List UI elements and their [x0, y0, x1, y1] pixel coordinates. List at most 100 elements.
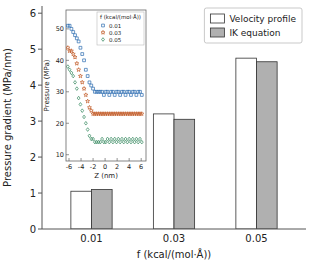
point: [84, 68, 87, 71]
point: [79, 103, 82, 107]
point: [113, 94, 116, 97]
point: [78, 74, 82, 78]
point: [75, 61, 79, 65]
point: [79, 46, 82, 49]
inset-x-tick-label: 6: [139, 163, 143, 171]
point: [133, 140, 136, 144]
point: [139, 137, 142, 141]
point: [74, 81, 77, 85]
point: [122, 140, 125, 144]
point: [77, 40, 80, 43]
point: [121, 90, 124, 93]
x-tick-label: 0.03: [163, 233, 185, 244]
point: [137, 90, 140, 93]
inset-y-tick: [66, 123, 69, 124]
y-tick-label: 3: [30, 116, 36, 127]
point: [122, 90, 125, 93]
point: [130, 94, 133, 97]
point: [126, 90, 129, 93]
point: [101, 137, 104, 141]
point: [117, 90, 120, 93]
inset-y-tick: [66, 154, 69, 155]
point: [88, 81, 91, 84]
point: [69, 49, 73, 53]
inset-x-tick: [129, 158, 130, 161]
point: [70, 27, 73, 30]
inset-x-tick: [105, 158, 106, 161]
inset-y-tick: [66, 28, 69, 29]
inset-x-tick-label: -4: [78, 163, 84, 171]
point: [66, 65, 69, 69]
y-tick-label: 1: [30, 188, 36, 199]
point: [124, 94, 127, 97]
inset-x-tick-label: -2: [90, 163, 96, 171]
point: [108, 94, 111, 97]
y-tick-label: 2: [30, 152, 36, 163]
y-tick: [38, 121, 42, 122]
point: [101, 90, 104, 93]
point: [81, 53, 84, 56]
point: [130, 140, 133, 144]
point: [97, 90, 100, 93]
y-axis-label: Pressure gradient (MPa/nm): [2, 48, 13, 187]
point: [72, 31, 75, 34]
x-axis: [42, 229, 306, 230]
y-tick: [38, 49, 42, 50]
inset-background: [44, 8, 148, 181]
point: [73, 55, 77, 59]
legend-label: 0.01: [109, 23, 121, 29]
y-tick: [38, 85, 42, 86]
x-axis-label: f (kcal/(mol·Å)): [137, 248, 212, 260]
x-tick-label: 0.05: [245, 233, 267, 244]
inset-y-tick: [66, 91, 69, 92]
point: [106, 90, 109, 93]
inset-y-tick-label: 10: [56, 151, 64, 159]
point: [99, 140, 102, 144]
legend-swatch: [210, 14, 224, 23]
point: [110, 137, 113, 141]
point: [117, 137, 120, 141]
inset-x-tick: [81, 158, 82, 161]
legend-marker: [102, 38, 105, 42]
inset-y-axis-label: Pressure (MPa): [43, 59, 51, 111]
inset-x-tick-label: 2: [115, 163, 119, 171]
point: [112, 90, 115, 93]
point: [75, 87, 78, 91]
point: [102, 94, 105, 97]
point: [84, 93, 88, 97]
point: [75, 37, 78, 40]
point: [92, 87, 95, 90]
point: [93, 90, 96, 93]
point: [124, 137, 127, 141]
inset-x-tick-label: 0: [103, 163, 107, 171]
point: [70, 71, 73, 75]
point: [68, 68, 71, 72]
bar-chart: 01234560.010.030.05f (kcal/(mol·Å))Press…: [2, 6, 306, 260]
point: [121, 137, 124, 141]
point: [83, 115, 86, 119]
point: [110, 90, 113, 93]
y-axis: [42, 6, 43, 229]
y-tick-label: 4: [30, 80, 36, 91]
point: [86, 99, 90, 103]
point: [115, 90, 118, 93]
inset-frame: [66, 10, 146, 161]
legend-marker: [101, 30, 105, 34]
point: [112, 140, 115, 144]
point: [83, 59, 86, 62]
bar: [174, 119, 195, 229]
point: [133, 90, 136, 93]
y-tick-label: 6: [30, 8, 36, 19]
point: [86, 75, 89, 78]
inset-legend: f (kcal/(mol·Å))0.010.030.05: [97, 12, 144, 45]
point: [99, 90, 102, 93]
inset-y-tick-label: 40: [56, 57, 64, 65]
x-tick-label: 0.01: [80, 233, 102, 244]
y-tick: [38, 193, 42, 194]
legend: Velocity profileIK equation: [204, 8, 302, 43]
point: [77, 68, 81, 72]
point: [131, 90, 134, 93]
point: [140, 140, 143, 144]
point: [86, 128, 89, 132]
point: [106, 137, 109, 141]
